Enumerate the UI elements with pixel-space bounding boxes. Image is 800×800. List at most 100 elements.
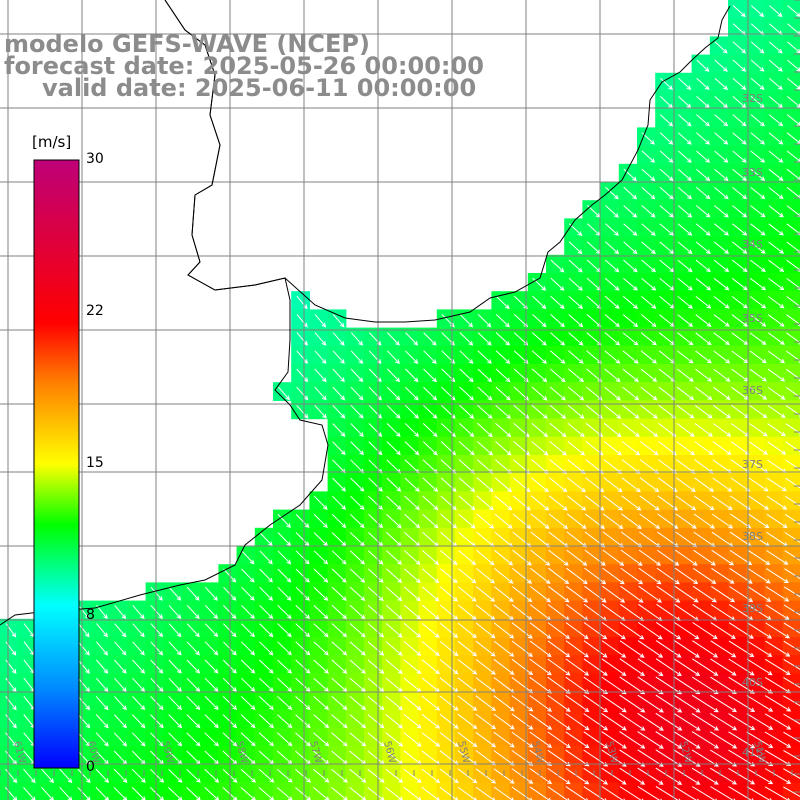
wind-arrow (240, 732, 256, 747)
wind-arrow (475, 622, 496, 639)
latitude-label: 40S (742, 676, 763, 689)
wind-arrow (695, 277, 712, 291)
wind-arrow (493, 586, 514, 603)
wind-arrow (404, 513, 421, 529)
wind-arrow (693, 513, 715, 529)
wind-arrow (601, 676, 627, 695)
wind-arrow (750, 96, 765, 109)
wind-arrow (439, 659, 459, 675)
wind-arrow (711, 585, 736, 603)
wind-arrow (783, 713, 800, 725)
wind-arrow (766, 550, 789, 565)
wind-cell (782, 145, 800, 165)
wind-arrow (677, 277, 693, 291)
wind-arrow (584, 549, 606, 566)
wind-arrow (512, 495, 531, 511)
wind-arrow (258, 714, 274, 729)
wind-arrow (673, 658, 701, 676)
wind-arrow (548, 513, 569, 530)
wind-arrow (567, 459, 586, 474)
wind-arrow (296, 368, 309, 383)
wind-arrow (549, 459, 568, 474)
wind-arrow (331, 586, 347, 601)
wind-arrow (132, 623, 145, 638)
wind-arrow (730, 495, 751, 510)
wind-arrow (602, 513, 624, 530)
wind-arrow (259, 623, 274, 638)
wind-cell (36, 782, 56, 800)
wind-arrow (368, 404, 383, 419)
wind-arrow (655, 712, 683, 731)
wind-arrow (637, 640, 664, 658)
wind-cell (782, 182, 800, 201)
wind-arrow (314, 332, 327, 346)
wind-arrow (710, 694, 737, 713)
wind-arrow (529, 713, 553, 730)
wind-arrow (77, 714, 91, 729)
wind-arrow (547, 622, 571, 640)
wind-arrow (529, 731, 553, 748)
wind-arrow (673, 676, 701, 695)
wind-arrow (768, 150, 784, 163)
wind-arrow (168, 659, 182, 674)
wind-arrow (749, 314, 767, 327)
wind-arrow (695, 332, 712, 346)
wind-arrow (747, 549, 771, 565)
wind-arrow (694, 404, 713, 419)
wind-arrow (673, 712, 701, 731)
wind-arrow (749, 350, 767, 364)
wind-arrow (476, 495, 494, 511)
wind-arrow (5, 732, 17, 747)
wind-arrow (619, 658, 645, 676)
wind-arrow (712, 495, 733, 511)
wind-arrow (386, 495, 402, 511)
wind-arrow (349, 550, 365, 565)
wind-cell (782, 291, 800, 310)
wind-arrow (712, 441, 732, 456)
wind-arrow (296, 386, 309, 401)
wind-arrow (168, 732, 183, 747)
wind-arrow (493, 731, 515, 748)
wind-arrow (59, 768, 73, 784)
wind-arrow (331, 550, 347, 565)
wind-arrow (583, 694, 609, 713)
wind-arrow (439, 641, 459, 657)
wind-arrow (96, 605, 108, 620)
wind-arrow (150, 605, 163, 620)
wind-arrow (658, 441, 677, 456)
wind-arrow (731, 314, 749, 327)
wind-arrow (620, 567, 644, 585)
wind-arrow (350, 350, 364, 364)
wind-arrow (732, 59, 747, 72)
wind-arrow (77, 768, 91, 784)
wind-arrow (421, 604, 440, 620)
wind-arrow (731, 296, 748, 309)
wind-arrow (5, 768, 18, 784)
wind-arrow (475, 786, 496, 800)
wind-arrow (476, 477, 494, 493)
wind-arrow (732, 223, 748, 236)
wind-arrow (404, 404, 419, 419)
wind-arrow (691, 712, 719, 731)
wind-arrow (640, 368, 658, 382)
wind-arrow (368, 495, 383, 510)
wind-arrow (677, 241, 693, 254)
wind-cell (473, 782, 492, 800)
wind-arrow (349, 714, 367, 729)
wind-arrow (785, 423, 800, 436)
wind-arrow (403, 786, 422, 800)
wind-arrow (655, 676, 683, 695)
wind-arrow (548, 495, 568, 511)
wind-arrow (313, 586, 329, 601)
wind-arrow (385, 604, 403, 620)
wind-arrow (331, 714, 348, 729)
wind-arrow (693, 567, 717, 584)
wind-arrow (641, 241, 656, 255)
wind-arrow (547, 658, 571, 676)
wind-arrow (403, 622, 422, 638)
wind-arrow (566, 585, 589, 603)
wind-arrow (765, 604, 790, 620)
wind-arrow (186, 605, 200, 619)
wind-arrow (605, 205, 619, 218)
wind-arrow (150, 659, 164, 674)
